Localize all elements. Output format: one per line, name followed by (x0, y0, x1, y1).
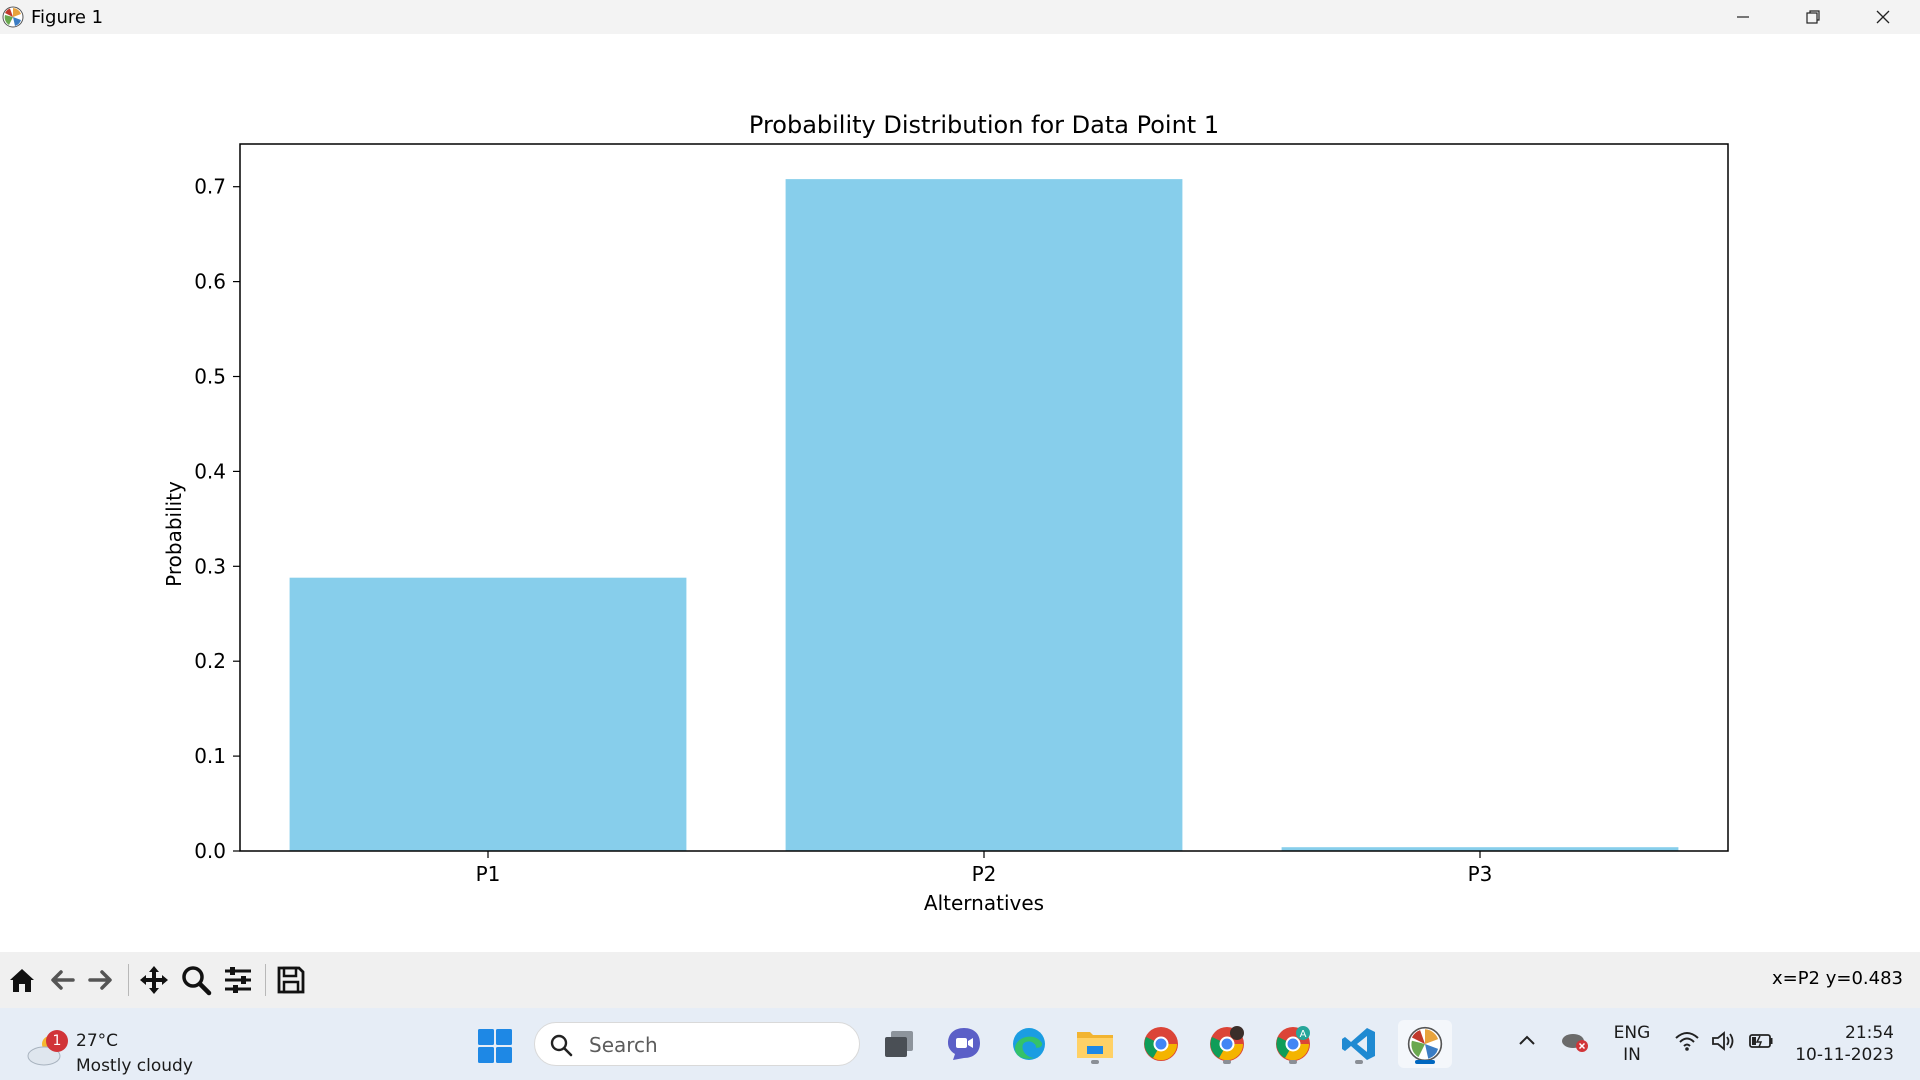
zoom-button[interactable] (178, 962, 214, 998)
y-tick-label: 0.7 (194, 175, 226, 199)
bar-p1 (289, 577, 687, 851)
back-button[interactable] (44, 962, 80, 998)
back-icon (51, 970, 75, 990)
svg-text:A: A (1300, 1029, 1307, 1040)
taskbar-app-chrome-profile-a[interactable]: A (1266, 1020, 1320, 1068)
save-icon (277, 966, 305, 994)
taskbar-app-file-explorer[interactable] (1068, 1020, 1122, 1068)
matplotlib-icon (2, 6, 24, 28)
taskbar-app-teams[interactable] (937, 1020, 991, 1068)
battery-charging-icon (1749, 1034, 1773, 1048)
matplotlib-icon (1407, 1026, 1443, 1062)
chrome-icon (1144, 1027, 1178, 1061)
language-indicator[interactable]: ENG IN (1612, 1022, 1652, 1066)
pan-icon (140, 966, 168, 994)
running-indicator (1289, 1060, 1297, 1064)
taskbar-app-edge[interactable] (1002, 1020, 1056, 1068)
language-code: ENG (1613, 1023, 1651, 1043)
y-tick-label: 0.0 (194, 839, 226, 863)
chart-title: Probability Distribution for Data Point … (749, 111, 1219, 139)
onedrive-error-icon (1562, 1034, 1588, 1052)
minimize-button[interactable] (1709, 0, 1777, 34)
taskbar: 1 27°C Mostly cloudy Search A (0, 1008, 1920, 1080)
x-axis-label: Alternatives (924, 891, 1044, 915)
region-code: IN (1623, 1045, 1641, 1065)
weather-badge: 1 (46, 1030, 68, 1052)
volume-status[interactable] (1710, 1028, 1736, 1058)
teams-chat-icon (948, 1028, 980, 1060)
maximize-button[interactable] (1779, 0, 1847, 34)
wifi-icon (1675, 1032, 1699, 1051)
clock-time: 21:54 (1845, 1023, 1894, 1043)
configure-subplots-button[interactable] (220, 962, 256, 998)
forward-icon (88, 970, 112, 990)
battery-status[interactable] (1746, 1028, 1774, 1058)
search-placeholder: Search (589, 1033, 658, 1057)
x-tick-label: P1 (476, 862, 501, 886)
chevron-up-icon (1519, 1035, 1535, 1045)
y-axis-label: Probability (162, 481, 186, 587)
file-explorer-icon (1077, 1032, 1113, 1058)
taskbar-app-matplotlib[interactable] (1398, 1020, 1452, 1068)
windows-start-icon (478, 1029, 512, 1063)
navigation-toolbar: x=P2 y=0.483 (0, 952, 1920, 1008)
home-icon (10, 969, 34, 992)
minimize-icon (1737, 16, 1749, 18)
task-view-icon (885, 1031, 913, 1057)
onedrive-status[interactable] (1560, 1028, 1590, 1058)
y-tick-label: 0.3 (194, 554, 226, 578)
toolbar-separator (265, 964, 266, 996)
configure-subplots-icon (225, 967, 251, 993)
y-tick-label: 0.5 (194, 365, 226, 389)
active-indicator (1415, 1060, 1435, 1064)
save-button[interactable] (273, 962, 309, 998)
pan-button[interactable] (136, 962, 172, 998)
chrome-profile-icon (1210, 1026, 1244, 1061)
taskbar-app-chrome[interactable] (1134, 1020, 1188, 1068)
show-hidden-icons-button[interactable] (1514, 1028, 1540, 1058)
y-tick-label: 0.6 (194, 270, 226, 294)
clock-date: 10-11-2023 (1795, 1045, 1894, 1065)
y-tick-label: 0.1 (194, 744, 226, 768)
edge-icon (1013, 1028, 1045, 1060)
figure-canvas[interactable]: 0.0 0.1 0.2 0.3 0.4 0.5 0.6 0.7 P1 P2 P3 Probabil… (0, 34, 1920, 952)
toolbar-separator (128, 964, 129, 996)
y-tick-label: 0.4 (194, 459, 226, 483)
weather-condition: Mostly cloudy (76, 1056, 193, 1076)
window-titlebar: Figure 1 (0, 0, 1920, 34)
bar-p2 (785, 179, 1183, 852)
wifi-status[interactable] (1674, 1028, 1700, 1058)
taskbar-app-task-view[interactable] (872, 1020, 926, 1068)
home-button[interactable] (4, 962, 40, 998)
search-icon (550, 1034, 573, 1057)
taskbar-search[interactable]: Search (534, 1022, 860, 1066)
taskbar-app-vscode[interactable] (1332, 1020, 1386, 1068)
bar-p3 (1281, 847, 1679, 851)
bar-chart: 0.0 0.1 0.2 0.3 0.4 0.5 0.6 0.7 P1 P2 P3 Probabil… (162, 111, 1729, 915)
close-icon (1876, 10, 1890, 24)
vscode-icon (1342, 1028, 1375, 1060)
forward-button[interactable] (83, 962, 119, 998)
start-button[interactable] (477, 1028, 513, 1064)
chrome-profile-a-icon: A (1276, 1026, 1310, 1061)
cursor-coordinates: x=P2 y=0.483 (1771, 968, 1903, 989)
running-indicator (1091, 1060, 1099, 1064)
speaker-icon (1712, 1031, 1734, 1051)
zoom-icon (182, 966, 212, 996)
running-indicator (1223, 1060, 1231, 1064)
y-tick-label: 0.2 (194, 649, 226, 673)
weather-temperature: 27°C (76, 1031, 119, 1051)
close-button[interactable] (1849, 0, 1917, 34)
running-indicator (1355, 1060, 1363, 1064)
system-clock[interactable]: 21:54 10-11-2023 (1795, 1022, 1894, 1066)
taskbar-app-chrome-profile[interactable] (1200, 1020, 1254, 1068)
x-tick-label: P2 (972, 862, 997, 886)
restore-icon (1806, 10, 1820, 24)
window-title: Figure 1 (31, 7, 104, 28)
x-tick-label: P3 (1468, 862, 1493, 886)
weather-widget[interactable]: 1 27°C Mostly cloudy (22, 1020, 202, 1076)
